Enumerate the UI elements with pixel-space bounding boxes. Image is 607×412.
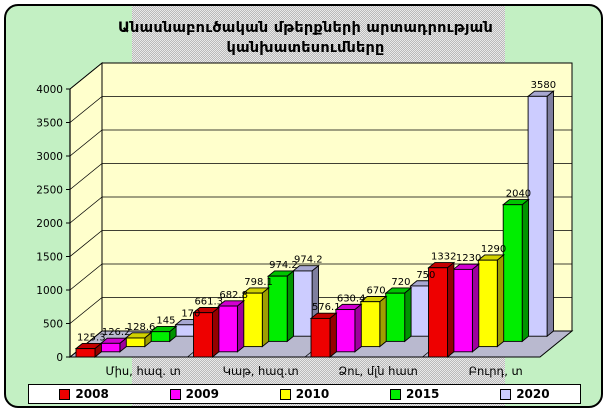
data-label-2009-group-0: 126.2 — [102, 327, 131, 338]
y-axis-tick-0: 0 — [56, 352, 63, 364]
plot-area: 0 500 1000 1500 2000 2500 3000 3500 4000 170 145 12… — [6, 6, 601, 406]
data-label-2015-group-2: 720 — [391, 277, 410, 288]
data-label-2010-group-3: 1290 — [481, 244, 506, 255]
y-axis-tick-2000: 2000 — [36, 218, 63, 230]
category-label-3: Բուրդ, տ — [468, 364, 523, 378]
legend-item-2009[interactable]: 2009 — [139, 387, 249, 401]
legend-item-2020[interactable]: 2020 — [470, 387, 580, 401]
bar-2020-group-3[interactable] — [526, 90, 555, 338]
y-axis-tick-3500: 3500 — [36, 118, 63, 130]
data-label-2010-group-1: 798.1 — [244, 277, 273, 288]
data-label-2009-group-3: 1230 — [456, 253, 481, 264]
data-label-2008-group-3: 1332 — [431, 252, 456, 263]
data-label-2020-group-1: 974.2 — [294, 255, 323, 266]
bar-2010-group-1[interactable] — [242, 286, 270, 348]
chart-title-line1: Անասնաբուծական մթերքների արտադրության — [118, 20, 493, 36]
bar-2015-group-2[interactable] — [384, 287, 413, 343]
bar-2009-group-0[interactable] — [99, 337, 128, 353]
y-axis-tick-1500: 1500 — [36, 252, 63, 264]
bar-2010-group-2[interactable] — [359, 295, 388, 348]
data-label-2020-group-2: 750 — [416, 270, 435, 281]
y-axis-tick-3000: 3000 — [36, 151, 63, 163]
bar-2008-group-1[interactable] — [192, 306, 221, 358]
data-label-2008-group-2: 576.1 — [312, 302, 341, 313]
bar-2009-group-3[interactable] — [452, 263, 481, 353]
data-label-2015-group-0: 145 — [156, 315, 175, 326]
bar-2010-group-3[interactable] — [477, 254, 505, 348]
chart-title-line2: կանխատեսումները — [226, 40, 385, 56]
y-axis-tick-2500: 2500 — [36, 185, 63, 197]
chart-frame: Անասնաբուծական մթերքների արտադրության կա… — [4, 4, 603, 408]
chart-svg: 0500100015002000250030003500400017014512… — [36, 61, 574, 364]
bar-2008-group-2[interactable] — [309, 312, 338, 358]
legend-swatch-2020 — [500, 388, 512, 400]
bar-2015-group-3[interactable] — [501, 198, 530, 343]
legend-swatch-2015 — [390, 388, 401, 400]
data-label-2020-group-3: 3580 — [531, 80, 556, 91]
bar-2008-group-0[interactable] — [74, 342, 103, 358]
bar-2009-group-2[interactable] — [334, 303, 363, 353]
legend-swatch-2009 — [169, 388, 181, 400]
y-axis-tick-4000: 4000 — [36, 84, 63, 96]
legend-label-2015: 2015 — [406, 387, 440, 401]
legend-label-2010: 2010 — [295, 387, 330, 401]
category-label-2: Ձու, մլն հատ — [338, 364, 418, 378]
category-label-0: Միս, հազ. տ — [105, 364, 181, 378]
bar-2010-group-0[interactable] — [124, 331, 153, 348]
legend-label-2020: 2020 — [516, 387, 550, 401]
chart-legend: 2008 2009 2010 2015 2020 — [28, 384, 581, 404]
legend-item-2010[interactable]: 2010 — [249, 387, 359, 401]
legend-label-2009: 2009 — [185, 387, 219, 401]
data-label-2020-group-0: 170 — [181, 309, 200, 320]
data-label-2015-group-1: 974.2 — [269, 260, 298, 271]
category-axis-labels: Միս, հազ. տ Կաթ, հազ.տ Ձու, մլն հատ Բուրդ, … — [28, 364, 581, 382]
data-label-2008-group-1: 661.3 — [194, 296, 223, 307]
legend-swatch-2010 — [279, 388, 291, 400]
category-label-1: Կաթ, հազ.տ — [222, 364, 299, 378]
y-axis-tick-500: 500 — [43, 319, 63, 331]
legend-item-2015[interactable]: 2015 — [360, 387, 470, 401]
bar-2008-group-3[interactable] — [427, 261, 456, 358]
legend-item-2008[interactable]: 2008 — [29, 387, 139, 401]
chart-title: Անասնաբուծական մթերքների արտադրության կա… — [36, 18, 575, 58]
data-label-2009-group-2: 630.4 — [337, 293, 366, 304]
legend-label-2008: 2008 — [75, 387, 109, 401]
data-label-2010-group-2: 670 — [367, 286, 386, 297]
legend-swatch-2008 — [59, 388, 71, 400]
y-axis-tick-1000: 1000 — [36, 285, 63, 297]
data-label-2015-group-3: 2040 — [506, 189, 531, 200]
data-label-2010-group-0: 128.6 — [127, 322, 156, 333]
bar-2015-group-1[interactable] — [266, 269, 295, 343]
data-label-2009-group-1: 682.8 — [219, 290, 248, 301]
bar-2009-group-1[interactable] — [217, 299, 246, 353]
data-label-2008-group-0: 125.3 — [77, 332, 106, 343]
